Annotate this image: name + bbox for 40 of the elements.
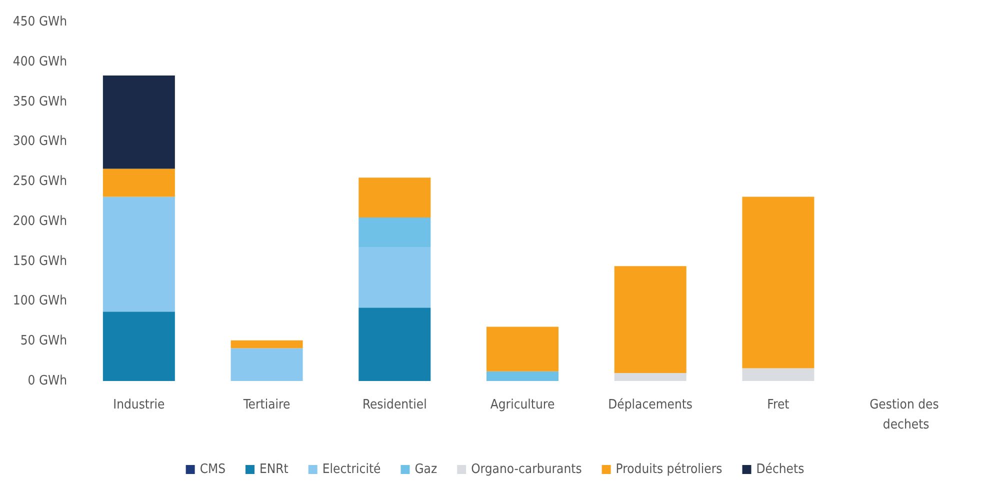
bar [102,168,175,197]
bar [486,371,558,381]
x-tick-label: Gestion des dechets [870,398,943,432]
bar [102,75,175,169]
x-tick-label: Tertiaire [242,398,290,412]
y-tick-label: 0 GWh [28,374,67,388]
x-tick-label: Fret [767,398,790,412]
y-tick-label: 300 GWh [12,134,67,150]
y-tick-label: 200 GWh [12,214,67,229]
legend-label: Déchets [756,462,804,477]
bar [742,196,814,368]
x-tick-label: Déplacements [608,398,693,412]
x-tick-label: Residentiel [362,398,427,412]
bar [102,312,175,381]
bar [614,373,686,381]
bar [486,326,558,372]
x-tick-label: Agriculture [490,398,555,412]
legend-label: CMS [200,462,226,477]
legend-label: Gaz [414,462,438,477]
y-tick-label: 400 GWh [12,54,67,70]
bar [614,266,686,374]
y-tick-label: 150 GWh [12,254,67,269]
y-tick-label: 100 GWh [12,294,67,309]
bar [358,246,431,308]
bar [230,340,303,348]
legend-label: Organo-carburants [471,462,582,477]
bar [358,217,431,247]
bar [230,348,303,381]
y-tick-label: 250 GWh [12,174,67,190]
y-tick-label: 450 GWh [12,14,67,30]
bar [358,308,431,381]
legend-label: ENRt [260,462,289,477]
bar [358,178,431,218]
legend-label: Produits pétroliers [616,462,722,477]
x-tick-label: Industrie [113,398,165,412]
bar [102,196,175,312]
legend-label: Electricité [322,462,381,477]
y-tick-label: 350 GWh [12,94,67,110]
bar [742,368,814,381]
y-tick-label: 50 GWh [20,334,67,349]
